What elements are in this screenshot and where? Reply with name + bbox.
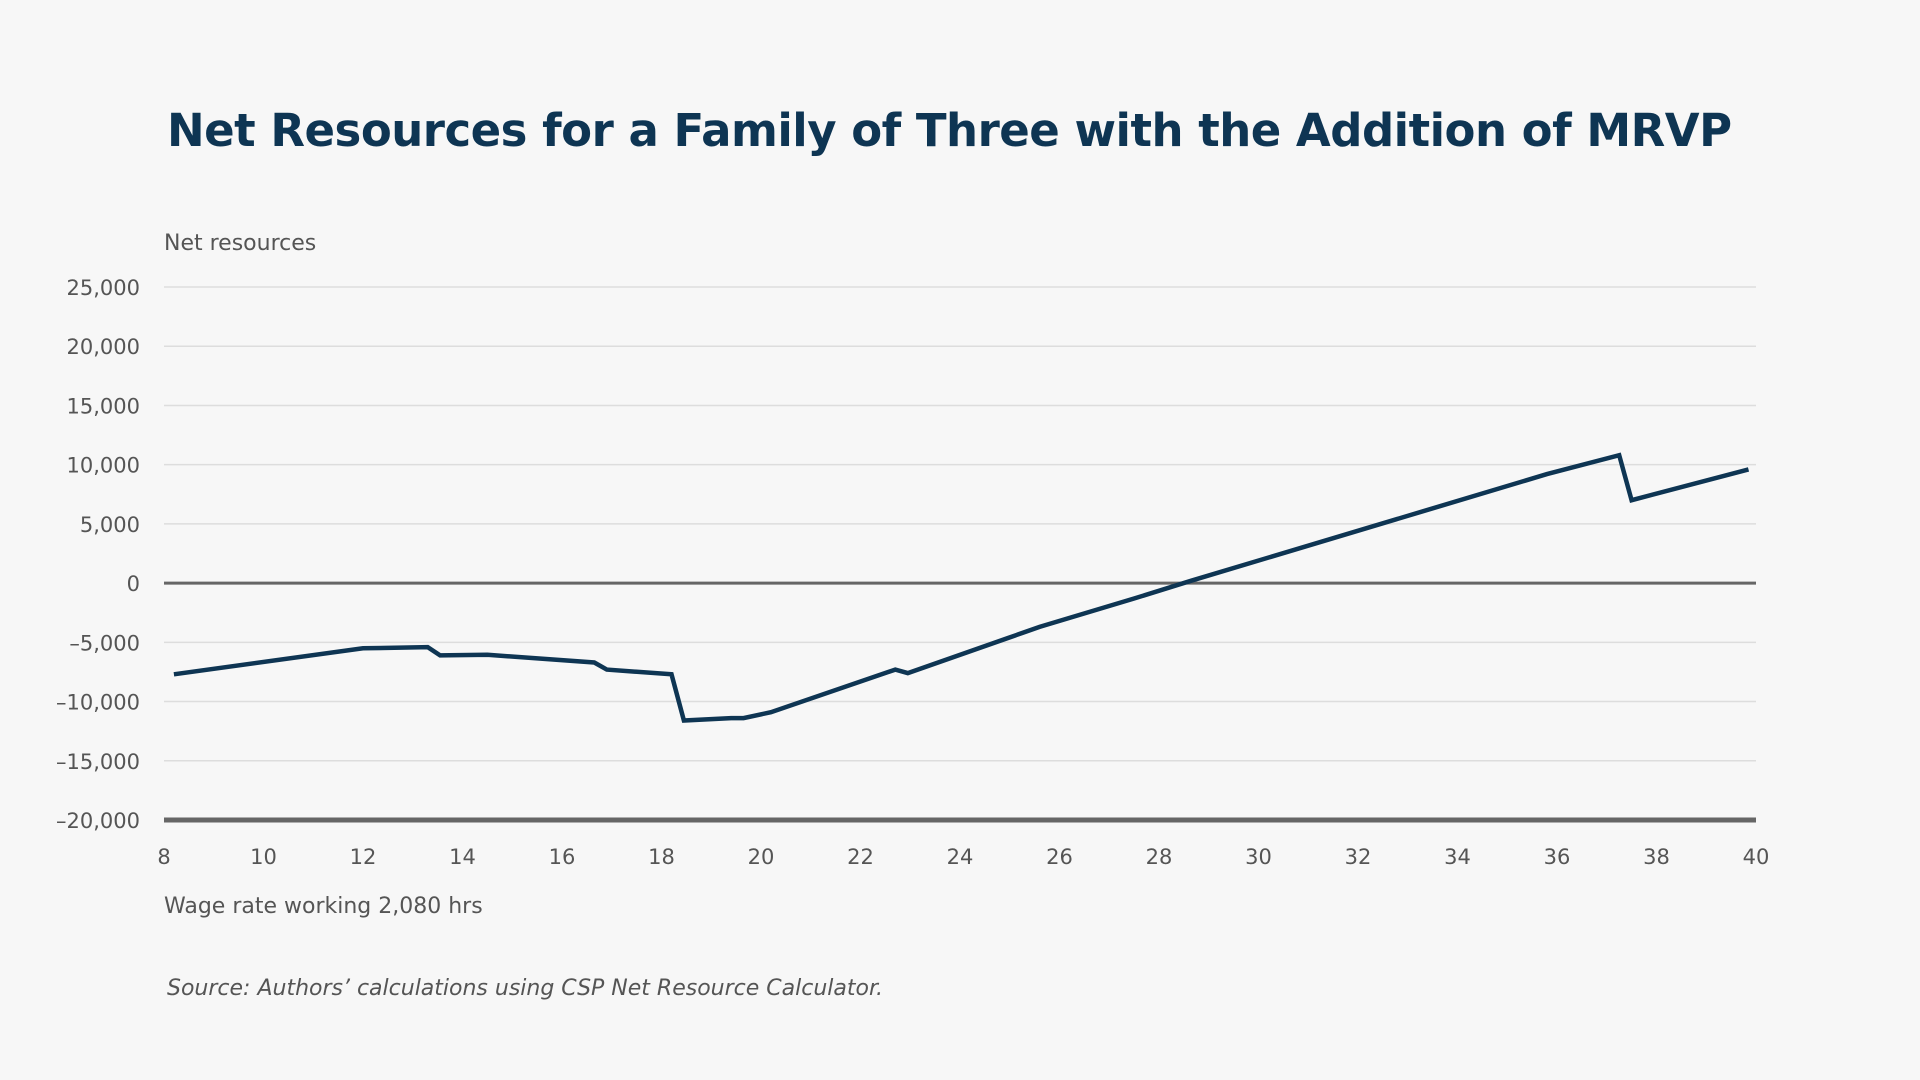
gridlines bbox=[164, 286, 1756, 823]
x-axis-tick-labels: 8 10 12 14 16 18 20 22 24 26 28 30 32 34 36 38 40 bbox=[157, 845, 1769, 869]
x-tick-label: 26 bbox=[1046, 845, 1073, 869]
x-tick-label: 38 bbox=[1643, 845, 1670, 869]
x-tick-label: 36 bbox=[1544, 845, 1571, 869]
y-tick-label: 10,000 bbox=[67, 454, 140, 478]
source-note: Source: Authors’ calculations using CSP … bbox=[167, 976, 883, 1001]
series-lines bbox=[173, 452, 1750, 723]
y-tick-label: 0 bbox=[127, 572, 140, 596]
series-line bbox=[173, 452, 1750, 723]
y-tick-label: –5,000 bbox=[69, 631, 140, 655]
y-tick-label: 25,000 bbox=[67, 276, 140, 300]
x-tick-label: 8 bbox=[157, 845, 170, 869]
y-tick-label: –15,000 bbox=[56, 750, 140, 774]
x-tick-label: 20 bbox=[748, 845, 775, 869]
x-tick-label: 34 bbox=[1444, 845, 1471, 869]
x-tick-label: 40 bbox=[1743, 845, 1770, 869]
x-tick-label: 24 bbox=[947, 845, 974, 869]
x-tick-label: 10 bbox=[250, 845, 277, 869]
x-tick-label: 18 bbox=[648, 845, 675, 869]
x-tick-label: 12 bbox=[350, 845, 377, 869]
y-tick-label: –10,000 bbox=[56, 691, 140, 715]
y-tick-label: 5,000 bbox=[80, 513, 140, 537]
x-tick-label: 14 bbox=[449, 845, 476, 869]
chart-title: Net Resources for a Family of Three with… bbox=[167, 104, 1732, 157]
y-axis-tick-labels: 25,000 20,000 15,000 10,000 5,000 0 –5,000 –10,… bbox=[56, 276, 140, 833]
x-axis-label: Wage rate working 2,080 hrs bbox=[164, 894, 483, 919]
y-tick-label: 15,000 bbox=[67, 394, 140, 418]
y-tick-label: 20,000 bbox=[67, 335, 140, 359]
x-tick-label: 28 bbox=[1146, 845, 1173, 869]
x-tick-label: 32 bbox=[1345, 845, 1372, 869]
x-tick-label: 30 bbox=[1245, 845, 1272, 869]
y-axis-label: Net resources bbox=[164, 231, 316, 256]
y-tick-label: –20,000 bbox=[56, 809, 140, 833]
x-tick-label: 16 bbox=[549, 845, 576, 869]
x-tick-label: 22 bbox=[847, 845, 874, 869]
